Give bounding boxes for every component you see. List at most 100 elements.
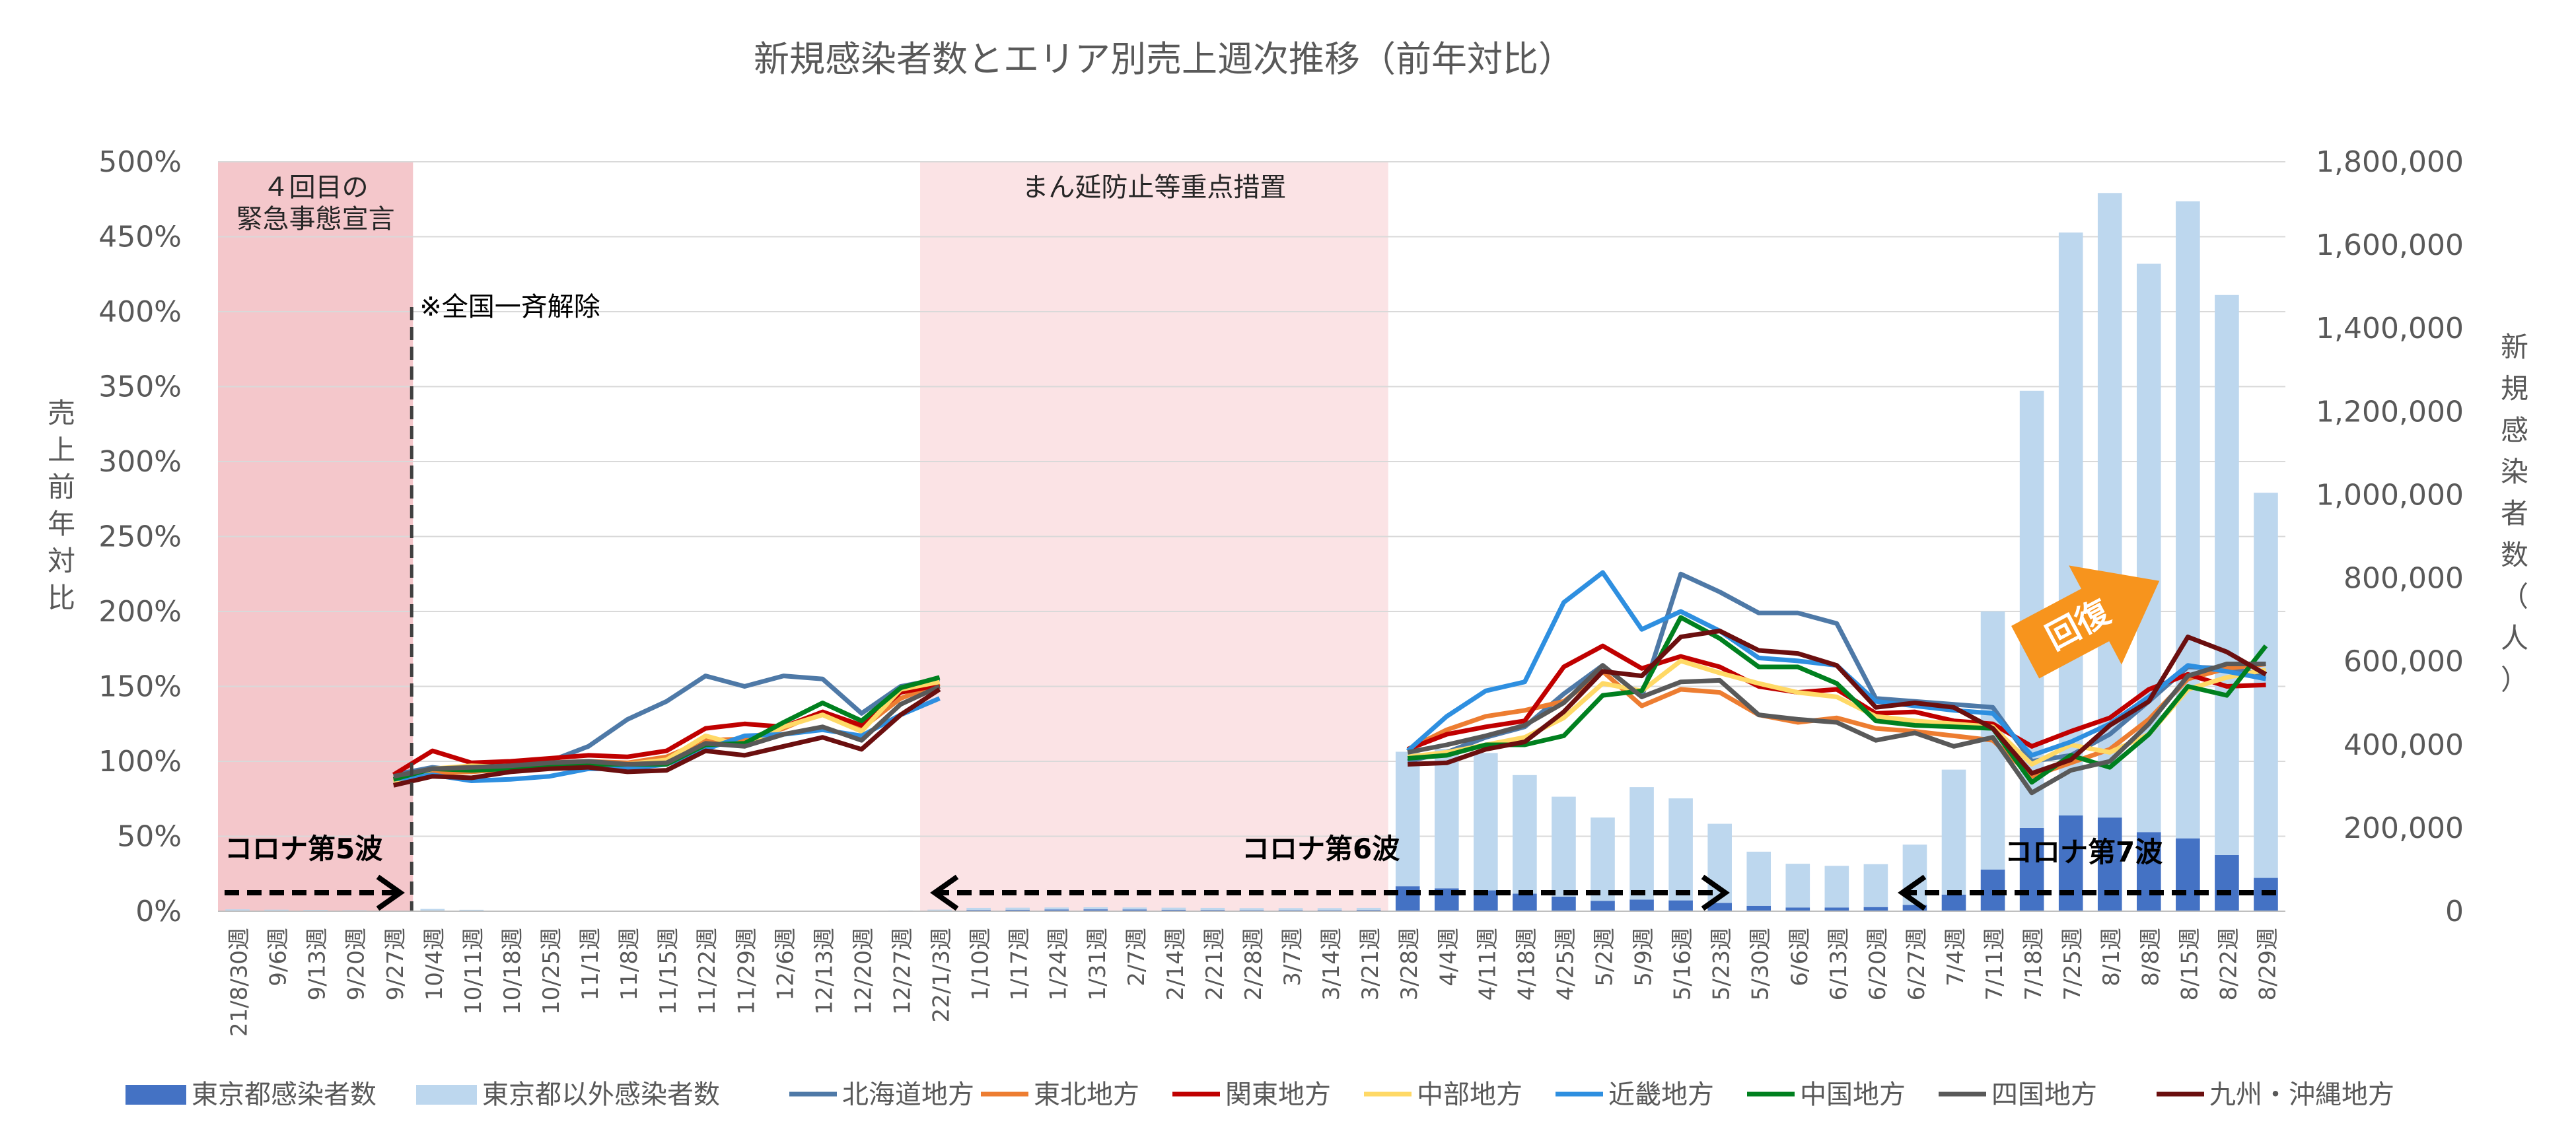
legend-label: 近畿地方: [1608, 1080, 1714, 1110]
bar-tokyo-23: [1122, 909, 1147, 911]
x-tick-label: 3/14週: [1318, 928, 1345, 1000]
x-tick-label: 6/13週: [1826, 928, 1852, 1000]
wave6-label: コロナ第6波: [1242, 833, 1400, 865]
x-tick-label: 11/1週: [577, 928, 604, 1000]
y-left-tick: 500%: [98, 145, 182, 179]
x-tick-label: 12/6週: [772, 928, 799, 1000]
bar-others-44: [1941, 769, 1966, 895]
x-tick-label: 4/18週: [1513, 928, 1540, 1000]
region-label-1: ４回目の: [263, 172, 369, 203]
x-tick-label: 6/6週: [1787, 928, 1813, 986]
x-tick-label: 8/15週: [2176, 928, 2203, 1000]
line-series-7: [393, 662, 2266, 796]
bar-others-34: [1552, 796, 1576, 897]
bar-others-41: [1824, 866, 1849, 908]
y-left-label-char: 対: [48, 545, 75, 577]
x-tick-label: 10/25週: [538, 928, 565, 1015]
y-left-label-char: 年: [48, 508, 75, 540]
y-right-tick: 800,000: [2343, 562, 2464, 596]
wave5-label: コロナ第5波: [225, 833, 382, 865]
y-left-label-char: 上: [48, 434, 75, 466]
bar-tokyo-21: [1044, 909, 1069, 911]
x-tick-label: 7/11週: [1982, 928, 2008, 1000]
wave7-label: コロナ第7波: [2005, 836, 2163, 868]
y-right-tick: 600,000: [2343, 645, 2464, 679]
bar-tokyo-41: [1824, 907, 1849, 911]
x-tick-label: 3/21週: [1357, 928, 1384, 1000]
lift-annotation: ※全国一斉解除: [419, 292, 600, 322]
x-tick-label: 12/27週: [889, 928, 915, 1015]
bar-others-39: [1746, 851, 1771, 906]
bar-others-32: [1474, 753, 1498, 891]
bar-others-18: [927, 909, 952, 911]
x-tick-label: 1/24週: [1046, 928, 1072, 1000]
line-series-3: [392, 643, 2266, 777]
bar-tokyo-34: [1552, 896, 1576, 911]
bar-others-40: [1785, 864, 1810, 908]
x-tick-label: 5/30週: [1748, 928, 1774, 1000]
bar-tokyo-30: [1395, 886, 1420, 911]
x-tick-label: 10/4週: [421, 928, 448, 1000]
y-right-tick: 1,200,000: [2316, 395, 2464, 429]
x-tick-label: 5/23週: [1709, 928, 1735, 1000]
x-tick-label: 9/20週: [343, 928, 370, 1000]
legend-swatch: [416, 1085, 477, 1105]
region-label-2: まん延防止等重点措置: [1022, 172, 1286, 203]
bar-others-31: [1434, 749, 1459, 889]
bar-tokyo-38: [1707, 903, 1732, 911]
bar-others-47: [2058, 232, 2083, 815]
bar-others-35: [1591, 817, 1615, 901]
y-right-label-char: 感: [2501, 414, 2528, 446]
y-right-label-char: 規: [2501, 372, 2528, 405]
x-tick-label: 12/20週: [850, 928, 877, 1015]
legend-label: 四国地方: [1991, 1080, 2097, 1110]
bar-tokyo-35: [1591, 901, 1615, 911]
x-tick-label: 6/20週: [1865, 928, 1891, 1000]
x-tick-label: 4/25週: [1552, 928, 1579, 1000]
region-label-1-line2: 緊急事態宣言: [236, 204, 395, 234]
x-tick-label: 21/8/30週: [227, 928, 253, 1037]
x-tick-label: 8/29週: [2254, 928, 2281, 1000]
bar-others-19: [966, 907, 991, 911]
x-tick-label: 5/2週: [1592, 928, 1618, 986]
legend-label: 関東地方: [1225, 1080, 1331, 1110]
y-right-label-char: 新: [2501, 331, 2528, 363]
bar-tokyo-46: [2019, 827, 2044, 911]
y-left-tick: 350%: [98, 370, 182, 404]
bar-others-2: [303, 910, 328, 911]
bar-others-42: [1863, 864, 1888, 907]
legend-label: 九州・沖縄地方: [2209, 1080, 2394, 1110]
x-tick-label: 11/29週: [733, 928, 760, 1015]
y-right-label-char: 者: [2501, 497, 2528, 530]
bar-others-22: [1083, 907, 1108, 910]
x-tick-label: 7/4週: [1943, 928, 1969, 986]
bar-others-37: [1668, 798, 1693, 901]
x-tick-label: 9/13週: [304, 928, 331, 1000]
bar-tokyo-50: [2176, 838, 2200, 911]
x-tick-label: 11/8週: [616, 928, 643, 1000]
x-tick-label: 1/31週: [1085, 928, 1111, 1000]
bar-tokyo-51: [2215, 854, 2239, 911]
bar-others-5: [420, 909, 445, 911]
bar-tokyo-22: [1083, 909, 1108, 911]
x-tick-label: 4/11週: [1474, 928, 1501, 1000]
x-tick-label: 22/1/3週: [929, 928, 955, 1022]
bar-others-29: [1356, 907, 1381, 911]
bar-tokyo-36: [1629, 899, 1654, 911]
x-tick-label: 2/28週: [1240, 928, 1267, 1000]
bar-others-36: [1629, 787, 1654, 900]
bar-tokyo-20: [1005, 909, 1030, 911]
legend-label: 北海道地方: [842, 1080, 974, 1110]
bar-tokyo-40: [1785, 907, 1810, 911]
legend-label: 東京都以外感染者数: [482, 1080, 720, 1110]
bar-others-25: [1200, 907, 1225, 911]
wave7-arrow-head-left: [1898, 874, 1927, 911]
y-left-label-char: 前: [48, 471, 75, 503]
y-left-label-char: 売: [48, 397, 75, 429]
y-right-label-char: 人: [2501, 622, 2528, 654]
bar-others-50: [2176, 201, 2200, 839]
x-tick-label: 6/27週: [1904, 928, 1930, 1000]
y-right-tick: 1,000,000: [2316, 478, 2464, 512]
bar-others-23: [1122, 907, 1147, 910]
bar-tokyo-39: [1746, 905, 1771, 911]
